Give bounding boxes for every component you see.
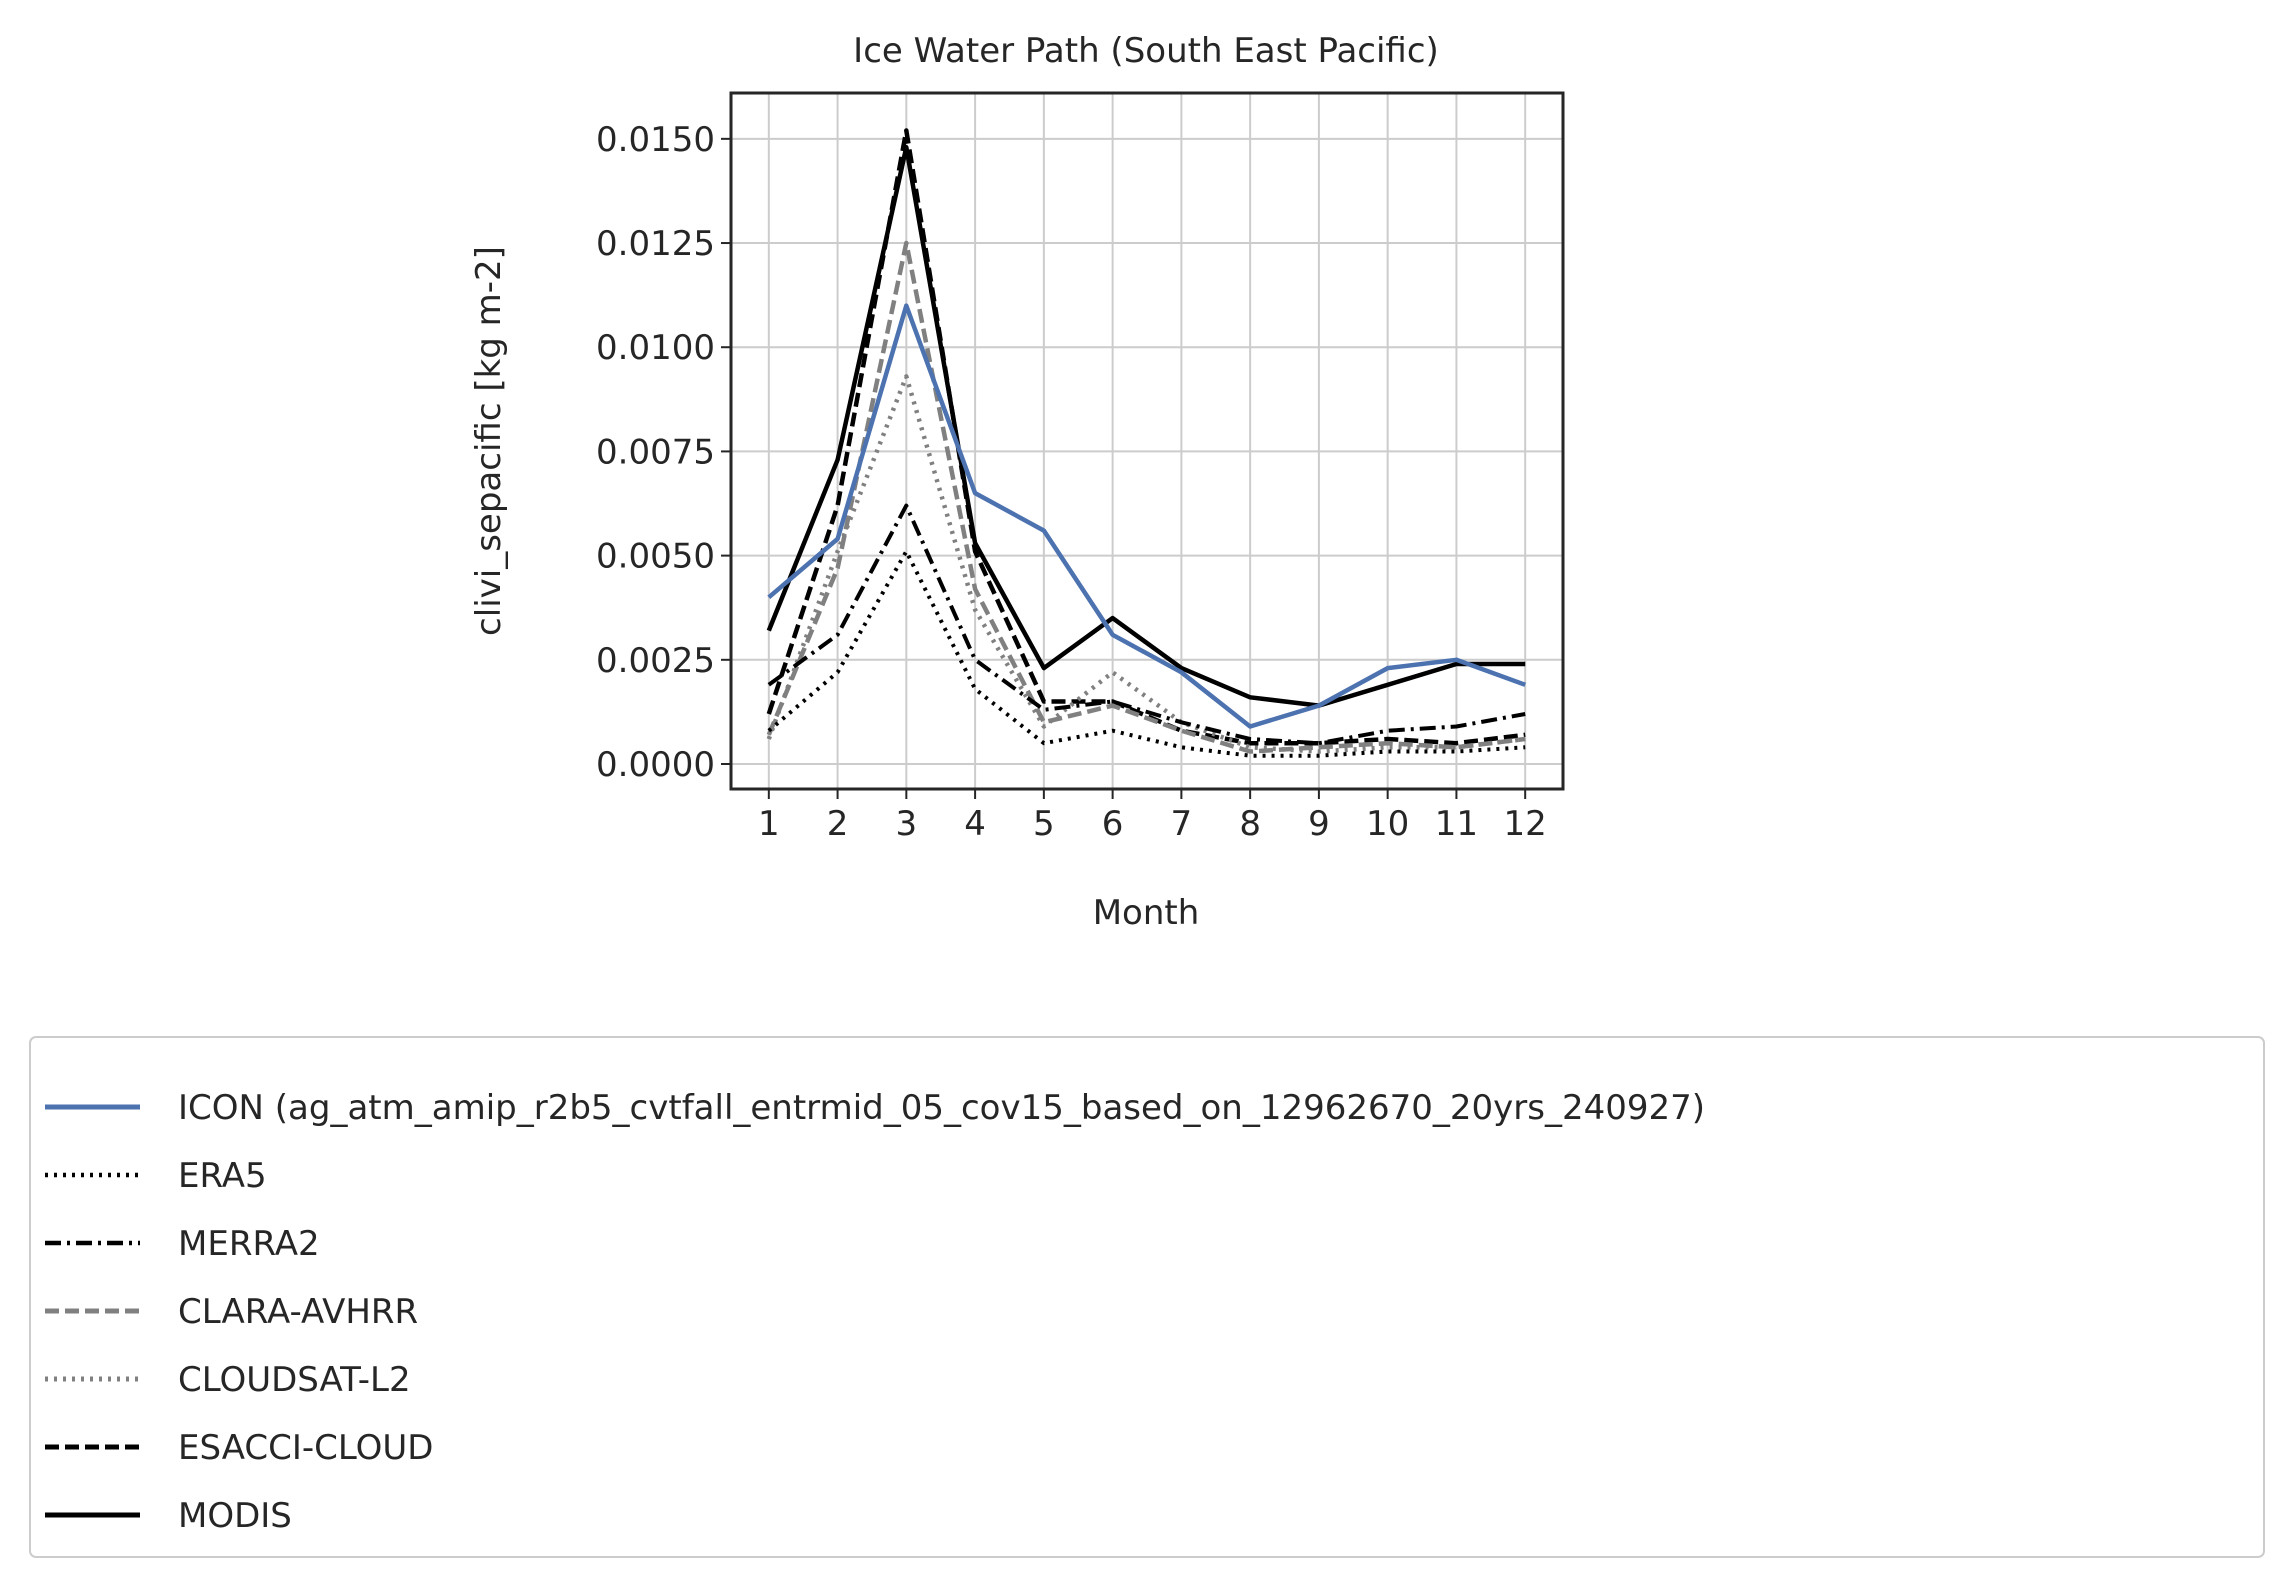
series-line [766, 144, 1526, 708]
x-axis-ticks: 1 2 3 4 5 6 7 8 9 10 11 12 [758, 789, 1547, 844]
x-axis-label: Month [1093, 893, 1200, 933]
series-line [767, 303, 1526, 729]
y-tick-label: 0.0050 [596, 537, 715, 577]
x-tick-label: 3 [896, 804, 918, 844]
x-tick-label: 9 [1308, 804, 1330, 844]
y-tick-label: 0.0075 [596, 432, 715, 472]
y-tick-label: 0.0125 [596, 224, 715, 264]
series-line [767, 503, 1526, 746]
y-tick-label: 0.0025 [596, 641, 715, 681]
plot-frame [729, 91, 1565, 791]
legend: ICON (ag_atm_amip_r2b5_cvtfall_entrmid_0… [29, 1036, 2265, 1558]
x-tick-label: 7 [1171, 804, 1193, 844]
legend-label: ESACCI-CLOUD [178, 1428, 433, 1468]
x-tick-label: 5 [1033, 804, 1055, 844]
legend-items: ICON (ag_atm_amip_r2b5_cvtfall_entrmid_0… [45, 1088, 1705, 1536]
y-axis-ticks: 0.0000 0.0025 0.0050 0.0075 0.0100 0.0125 0.01… [596, 120, 731, 785]
legend-label: CLOUDSAT-L2 [178, 1360, 411, 1400]
legend-label: ICON (ag_atm_amip_r2b5_cvtfall_entrmid_0… [178, 1088, 1705, 1128]
x-tick-label: 8 [1239, 804, 1261, 844]
series-line [766, 374, 1526, 754]
x-tick-label: 2 [827, 804, 849, 844]
legend-label: ERA5 [178, 1156, 267, 1196]
legend-label: MODIS [178, 1496, 292, 1536]
x-tick-label: 1 [758, 804, 780, 844]
series-line [767, 549, 1526, 758]
legend-frame [29, 1036, 2265, 1558]
legend-label: CLARA-AVHRR [178, 1292, 418, 1332]
y-tick-label: 0.0150 [596, 120, 715, 160]
series-layer [766, 128, 1526, 758]
chart-title: Ice Water Path (South East Pacific) [853, 31, 1439, 71]
y-axis-label: clivi_sepacific [kg m-2] [469, 246, 509, 636]
x-tick-label: 11 [1435, 804, 1478, 844]
legend-label: MERRA2 [178, 1224, 320, 1264]
y-tick-label: 0.0000 [596, 745, 715, 785]
x-tick-label: 12 [1504, 804, 1547, 844]
x-tick-label: 4 [964, 804, 986, 844]
y-tick-label: 0.0100 [596, 328, 715, 368]
x-tick-label: 10 [1366, 804, 1409, 844]
series-line [766, 240, 1526, 754]
grid [731, 93, 1563, 789]
x-tick-label: 6 [1102, 804, 1124, 844]
